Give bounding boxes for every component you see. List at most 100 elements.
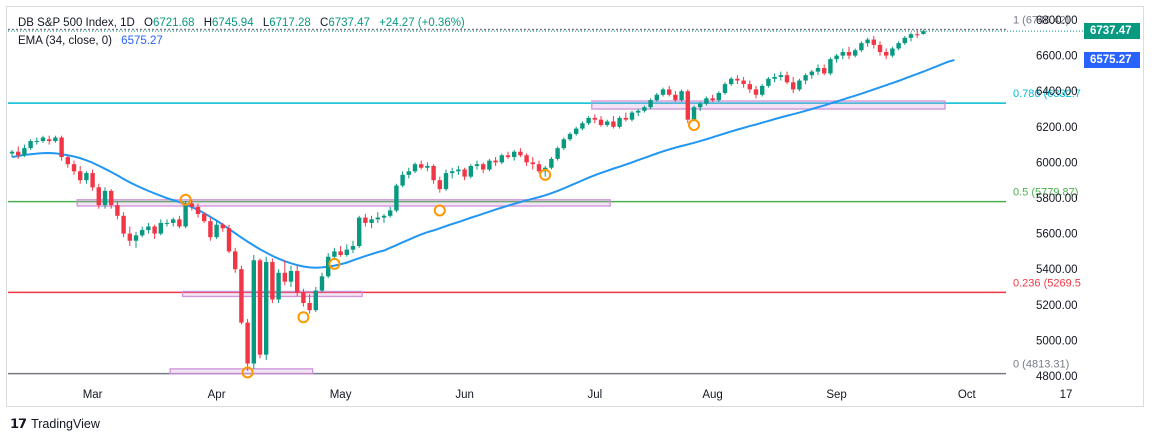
fib-label-0: 0 (4813.31) (1013, 359, 1069, 371)
open-value: 6721.68 (152, 17, 195, 29)
candle-body (840, 52, 845, 56)
x-tick-label: Jun (455, 389, 474, 401)
candle-body (574, 128, 579, 134)
candle-body (388, 210, 393, 216)
footer-logo[interactable]: 𝟭𝟳 TradingView (10, 416, 100, 432)
candle-body (722, 84, 728, 93)
candle-body (96, 187, 101, 206)
candle-body (580, 123, 585, 129)
candle-body (741, 80, 746, 85)
candle-body (629, 112, 635, 120)
candle-body (202, 214, 207, 222)
candle-body (915, 34, 920, 36)
candle-body (846, 52, 852, 56)
candle-body (760, 85, 765, 95)
candle-body (561, 139, 566, 149)
candle-body (586, 117, 591, 124)
candle-body (592, 117, 597, 120)
candle-body (822, 68, 827, 74)
x-tick-label: Apr (208, 389, 226, 401)
candle-body (338, 251, 343, 255)
ema-label: EMA (34, close, 0) (18, 35, 112, 47)
candle-body (245, 322, 250, 364)
candle-body (859, 43, 864, 51)
y-tick-label: 4800.00 (1036, 371, 1078, 383)
y-tick-label: 5000.00 (1036, 335, 1078, 347)
swing-marker-6 (688, 119, 700, 132)
close-label: C (320, 17, 329, 29)
candle-body (834, 55, 839, 60)
candle-body (16, 151, 21, 156)
fib-label-0.5: 0.5 (5779.87) (1013, 187, 1078, 199)
swing-marker-1 (241, 366, 254, 379)
candle-body (710, 98, 715, 101)
candle-body (772, 76, 777, 79)
candle-body (183, 203, 188, 227)
candle-body (47, 139, 52, 142)
swing-marker-2 (297, 311, 310, 324)
candle-body (921, 31, 926, 34)
candle-body (84, 173, 89, 181)
last-price-tag: 6737.47 (1084, 23, 1140, 40)
candle-body (140, 230, 145, 236)
candle-body (896, 43, 901, 49)
chart-frame (6, 6, 1144, 407)
candle-body (164, 222, 170, 224)
candle-body (239, 269, 244, 323)
candle-body (871, 39, 876, 45)
candle-body (270, 262, 275, 300)
candle-body (53, 137, 58, 142)
candle-body (171, 219, 176, 223)
ema-legend-value: 6575.27 (121, 35, 163, 47)
candle-body (729, 78, 734, 85)
candle-body (636, 110, 641, 113)
candle-body (189, 203, 194, 207)
candle-body (450, 171, 455, 174)
low-value: 6717.28 (269, 17, 311, 29)
candle-body (22, 148, 27, 156)
candle-body (9, 151, 15, 154)
candle-body (797, 80, 802, 90)
candle-body (220, 224, 225, 229)
x-tick-label: Aug (702, 389, 722, 401)
x-tick-label: 17 (1060, 389, 1073, 401)
candle-body (828, 59, 833, 74)
candle-body (28, 141, 33, 149)
zone-box-0 (76, 199, 611, 207)
swing-marker-4 (433, 204, 446, 217)
symbol-title[interactable]: DB S&P 500 Index, 1D (18, 17, 135, 29)
candle-body (524, 155, 529, 163)
candle-body (326, 256, 331, 277)
fib-label-0.236: 0.236 (5269.5 (1013, 277, 1081, 289)
candle-body (406, 171, 411, 175)
candle-body (648, 100, 653, 108)
candle-body (611, 121, 616, 127)
ema-legend[interactable]: EMA (34, close, 0) 6575.27 (18, 35, 163, 47)
candle-body (753, 89, 759, 95)
candle-body (505, 155, 511, 158)
y-tick-label: 5400.00 (1036, 264, 1078, 276)
zone-box-3 (591, 100, 946, 110)
y-tick-label: 6200.00 (1036, 122, 1078, 134)
candle-body (623, 117, 628, 120)
candle-body (902, 37, 907, 44)
candle-body (282, 272, 287, 282)
fib-label-1: 1 (6746.42) (1013, 15, 1069, 27)
candle-body (121, 215, 126, 234)
x-tick-label: Jul (587, 389, 602, 401)
candle-body (419, 164, 424, 168)
candle-body (698, 103, 703, 108)
candle-body (877, 44, 883, 53)
low-label: L (262, 17, 270, 29)
ema-line (11, 59, 955, 269)
candle-body (735, 78, 740, 81)
candle-body (127, 233, 132, 241)
candle-body (34, 141, 39, 143)
candle-body (152, 226, 157, 234)
candle-body (102, 190, 108, 206)
x-tick-label: Mar (83, 389, 103, 401)
y-tick-label: 6800.00 (1036, 15, 1078, 27)
candle-body (115, 205, 120, 216)
y-tick-label: 6400.00 (1036, 86, 1078, 98)
